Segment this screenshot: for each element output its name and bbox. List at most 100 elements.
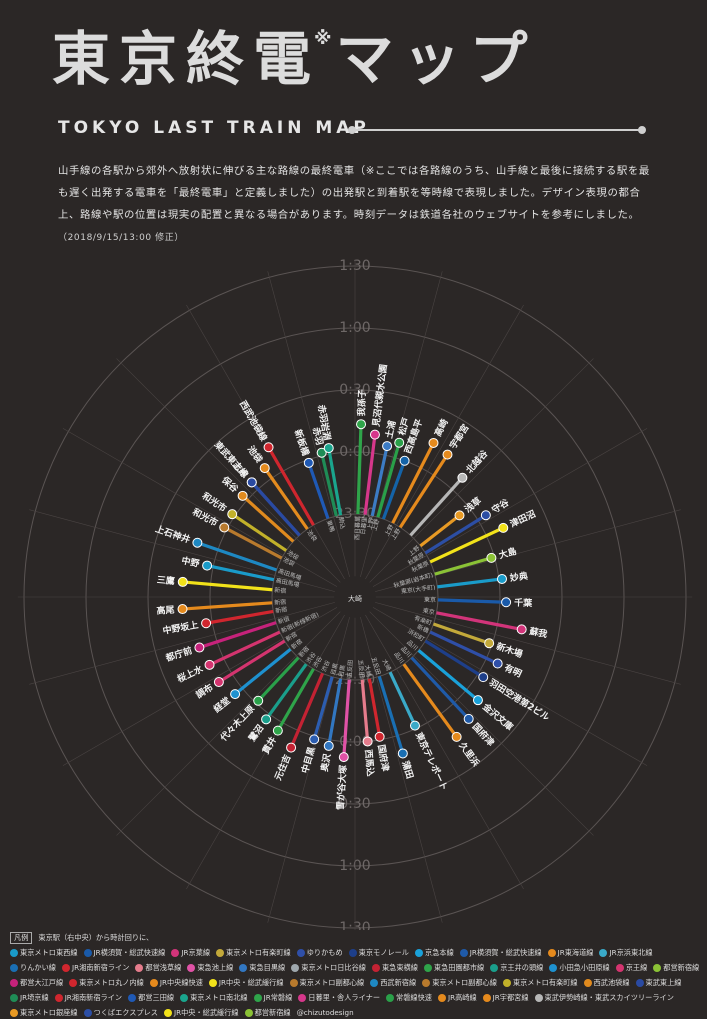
route-badge [253,695,264,706]
route-origin-label: 日暮里 [359,516,369,535]
grid-spoke [372,428,648,587]
route-line [436,611,522,631]
legend-intro: 東京駅（右中央）から時計回りに、 [38,933,154,942]
legend-box: 凡例 [10,932,33,944]
route-badge [442,449,453,460]
legend-swatch-icon [135,963,144,972]
route-origin-label: 東京 [422,606,435,616]
center-label: 大崎 [348,594,362,603]
legend-swatch-icon [370,978,379,987]
route-badge [263,442,274,453]
legend-swatch-icon [534,993,543,1002]
route-badge [230,689,241,700]
legend-item: 東京メトロ副都心線 [422,976,497,989]
legend-label: JR湘南新宿ライン [71,962,130,972]
route-line [264,663,308,721]
route-destination-label: 三鷹 [156,574,175,588]
intro-body: 山手線の各駅から郊外へ放射状に伸びる主な路線の最終電車（※ここでは各路線のうち、… [58,165,650,221]
route-destination-label: 新板橋 [292,428,312,458]
legend-label: JR横須賀・総武快速線 [93,947,166,957]
legend-swatch-icon [423,963,432,972]
grid-spoke [369,358,594,583]
legend-swatch-icon [10,963,18,972]
legend-swatch-icon [208,978,217,987]
route-badge [374,731,385,742]
legend-item: 京急本線 [415,946,454,959]
route-origin-label: 上野 [370,518,381,532]
legend-swatch-icon [239,963,248,972]
route-badge [261,714,272,725]
route-badge [202,560,213,571]
route-destination-label: 西馬込 [362,749,376,777]
legend-swatch-icon [253,993,262,1002]
route-destination-label: 北越谷 [463,447,491,476]
legend-item: JR埼京線 [10,991,49,1004]
grid-spoke [365,614,524,890]
route-badge [286,742,297,753]
route-line [377,675,405,754]
route-line [289,672,325,749]
grid-spoke [375,602,681,685]
legend-item: 常磐線快速 [386,991,432,1004]
legend-label: JR常磐線 [263,992,293,1002]
legend-swatch-icon [437,993,446,1002]
route-destination-label: 桜上水 [175,662,205,685]
legend-item: JR横須賀・総武快速線 [83,946,166,959]
route-badge [463,713,474,724]
legend-swatch-icon [164,1008,172,1017]
legend-label: JR高崎線 [447,992,477,1002]
route-origin-label: 巣鴨 [325,519,336,533]
route-line [182,580,273,592]
legend-item: 小田急小田原線 [549,961,610,974]
legend-swatch-icon [653,963,662,972]
route-line [402,663,458,738]
legend-swatch-icon [216,948,225,957]
route-origin-label: 駒込 [337,517,347,530]
route-badge [323,740,334,751]
route-line [409,476,464,537]
route-destination-label: 高尾 [156,604,175,617]
route-destination-label: 国府津 [375,744,392,773]
route-destination-label: 新木場 [495,640,524,660]
route-badge [397,748,408,759]
route-destination-label: 蒲田 [399,759,416,780]
route-badge [369,429,380,440]
route-destination-label: 保谷 [219,473,242,495]
legend-label: JR京浜東北線 [609,947,653,957]
route-destination-label: 高崎 [432,417,451,438]
grid-spoke [375,509,681,592]
legend-item: JR中央・総武緩行線 [208,976,284,989]
credit-text: @chizutodesign [296,1008,354,1017]
legend-swatch-icon [502,978,511,987]
legend-label: 京王線 [625,962,648,972]
route-badge [516,624,527,635]
legend-swatch-icon [10,1008,18,1017]
route-line [376,442,401,518]
legend-label: 東京メトロ有楽町線 [512,977,578,987]
route-line [267,446,315,526]
route-destination-label: 池袋 [245,443,266,465]
legend-swatch-icon [415,948,423,957]
route-badge [204,659,215,670]
route-line [419,514,461,548]
legend-item: 西武池袋線 [583,976,630,989]
route-origin-label: 新宿 [274,598,287,607]
page-subtitle: TOKYO LAST TRAIN MAP [58,118,370,138]
legend-item: JR京葉線 [171,946,210,959]
route-badge [303,457,314,468]
legend-label: 都営三田線 [138,992,175,1002]
route-line [223,526,283,560]
route-destination-label: 上石神井 [154,523,192,546]
route-line [241,494,295,543]
legend-item: JR高崎線 [437,991,477,1004]
legend-swatch-icon [371,963,380,972]
route-badge [478,672,489,683]
legend-item: JR東海道線 [547,946,593,959]
route-line [381,460,407,520]
route-badge [498,522,509,533]
route-destination-label: 西武池袋線 [237,398,270,443]
route-badge [259,463,270,474]
grid-spoke [186,304,345,580]
route-line [356,424,363,515]
route-destination-label: 東京テレポート [413,730,451,792]
